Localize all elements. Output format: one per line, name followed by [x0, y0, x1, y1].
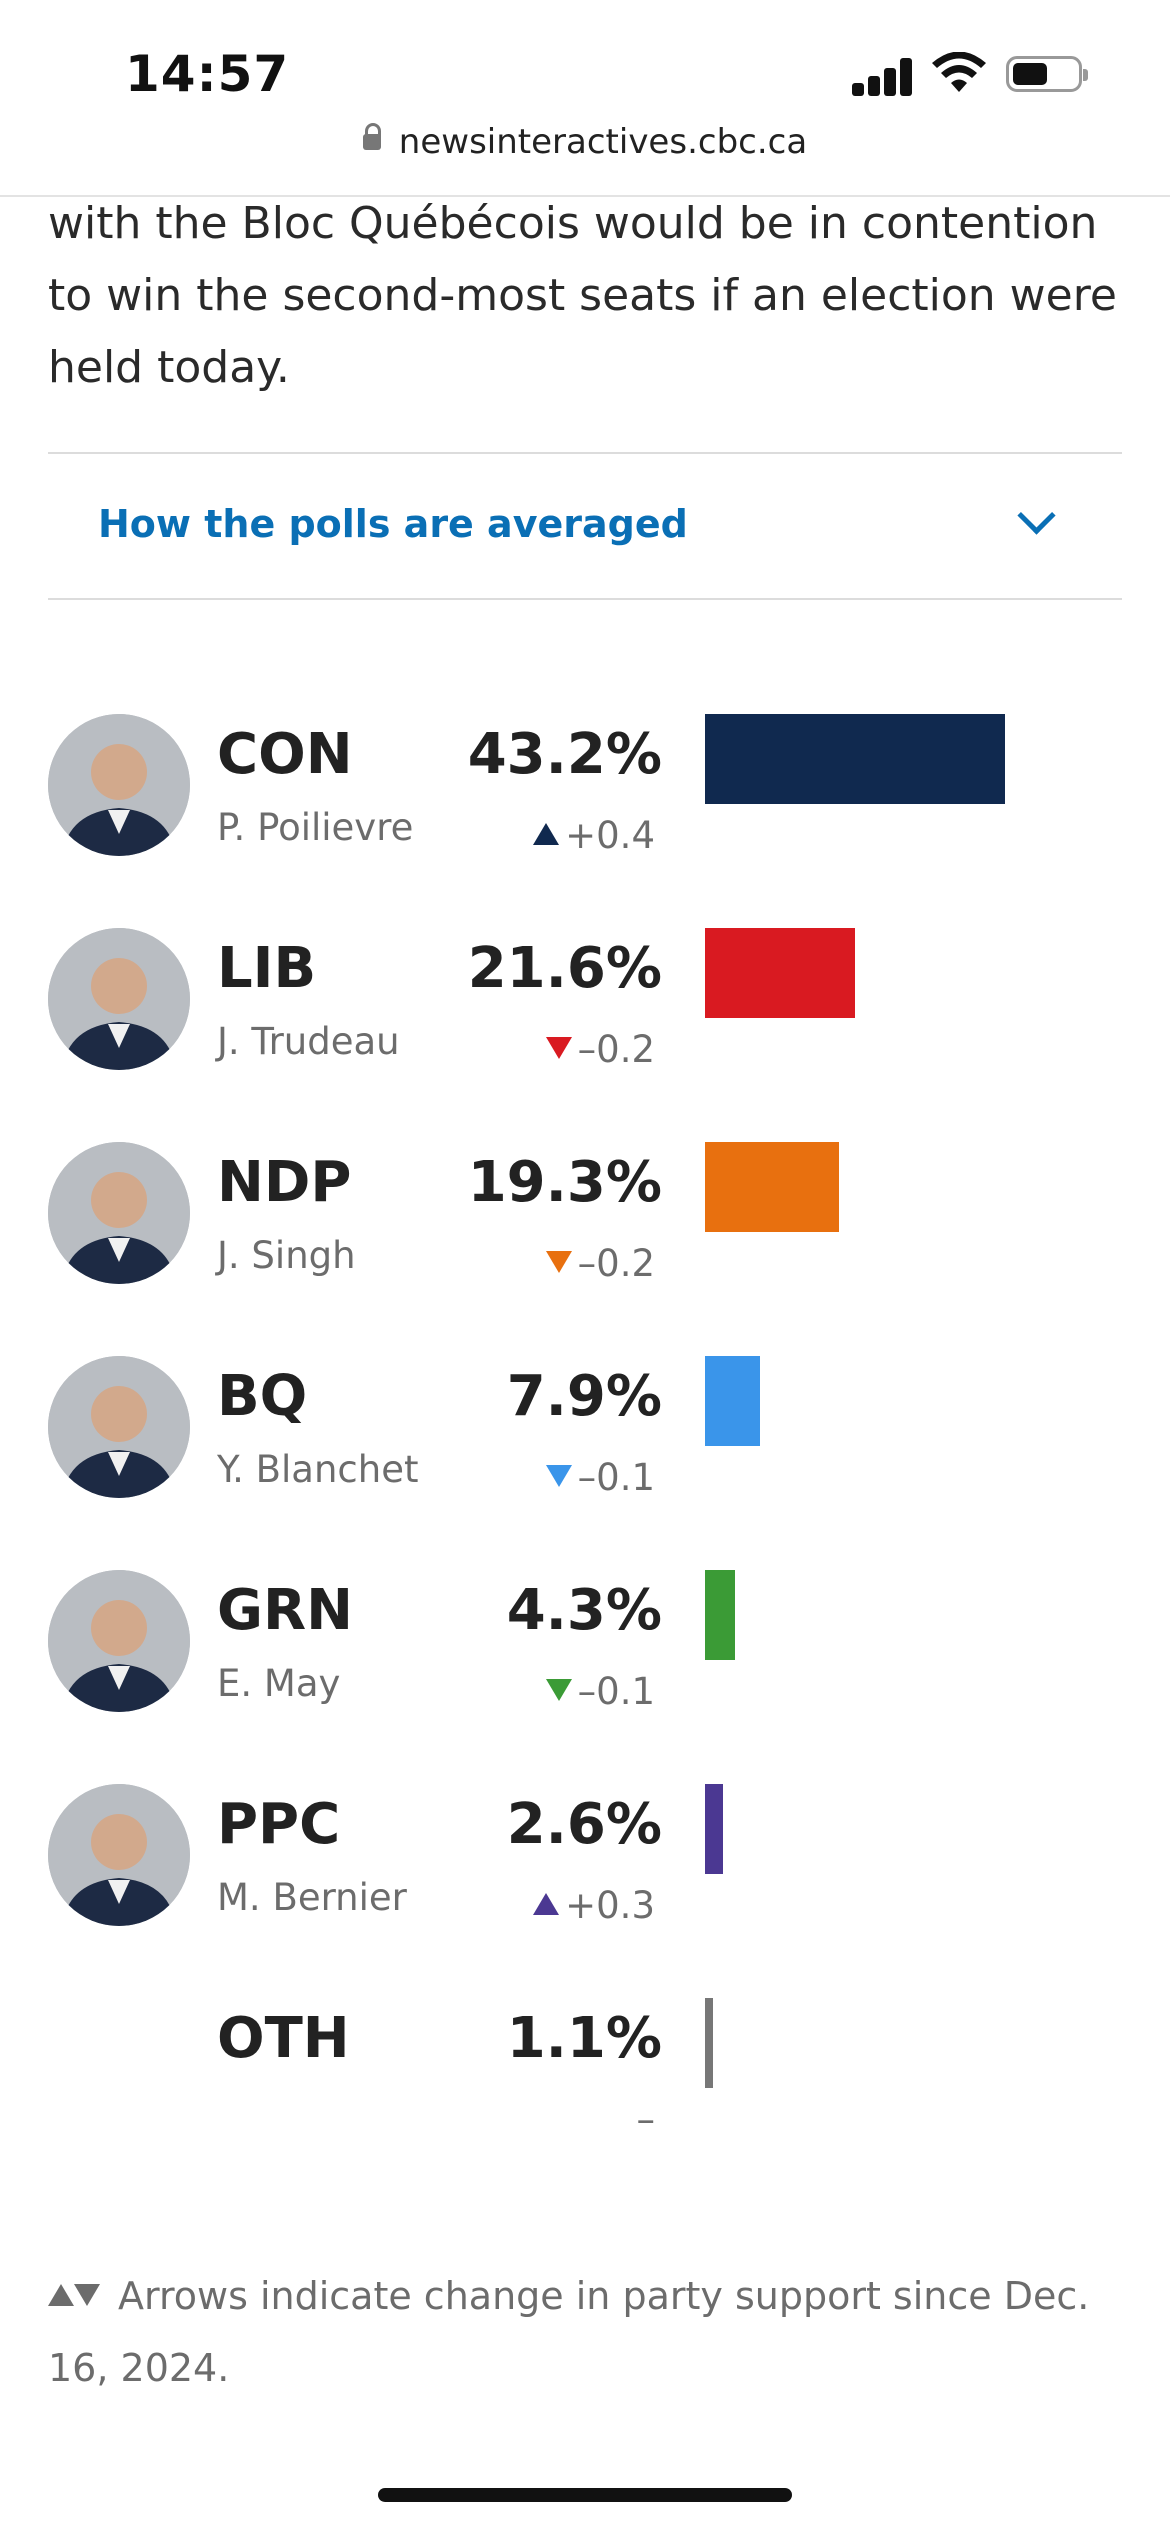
poll-row-con: CON P. Poilievre 43.2% +0.4: [0, 714, 1170, 914]
divider: [48, 598, 1122, 600]
leader-name: J. Trudeau: [217, 1020, 400, 1063]
poll-row-ndp: NDP J. Singh 19.3% –0.2: [0, 1142, 1170, 1342]
article-paragraph: with the Bloc Québécois would be in cont…: [48, 198, 1117, 393]
chevron-down-icon: [1017, 496, 1056, 535]
support-change: –0.2: [545, 1242, 655, 1285]
up-arrow-icon: [533, 822, 560, 845]
support-change-value: –0.1: [577, 1456, 655, 1499]
leader-name: E. May: [217, 1662, 341, 1705]
browser-status-bar: 14:57 newsinteractives.cbc.ca: [0, 0, 1170, 197]
support-change-value: –0.1: [577, 1670, 655, 1713]
up-arrow-icon: [533, 1892, 560, 1915]
divider: [48, 452, 1122, 454]
party-abbreviation: BQ: [217, 1364, 308, 1429]
home-indicator[interactable]: [378, 2488, 792, 2502]
support-bar: [705, 1142, 839, 1232]
portrait-trudeau-icon: [48, 928, 190, 1070]
support-change: +0.3: [533, 1884, 655, 1927]
support-bar: [705, 1998, 713, 2088]
support-bar: [705, 1356, 760, 1446]
support-change: +0.4: [533, 814, 655, 857]
down-arrow-icon: [74, 2283, 100, 2306]
support-change: –0.1: [545, 1670, 655, 1713]
support-percentage: 4.3%: [506, 1578, 662, 1643]
party-abbreviation: LIB: [217, 936, 317, 1001]
support-percentage: 21.6%: [467, 936, 662, 1001]
support-percentage: 43.2%: [467, 722, 662, 787]
party-abbreviation: CON: [217, 722, 353, 787]
poll-row-oth: OTH 1.1% –: [0, 1998, 1170, 2198]
portrait-poilievre-icon: [48, 714, 190, 856]
party-abbreviation: GRN: [217, 1578, 353, 1643]
url-text: newsinteractives.cbc.ca: [398, 122, 808, 162]
leader-name: J. Singh: [217, 1234, 356, 1277]
support-change-value: –0.2: [577, 1028, 655, 1071]
support-bar: [705, 1570, 735, 1660]
support-bar: [705, 928, 855, 1018]
support-bar: [705, 1784, 723, 1874]
party-abbreviation: OTH: [217, 2006, 350, 2071]
clock: 14:57: [125, 45, 290, 103]
support-change-value: +0.3: [565, 1884, 655, 1927]
support-percentage: 7.9%: [506, 1364, 662, 1429]
address-bar[interactable]: newsinteractives.cbc.ca: [0, 122, 1170, 162]
poll-row-lib: LIB J. Trudeau 21.6% –0.2: [0, 928, 1170, 1128]
portrait-may-icon: [48, 1570, 190, 1712]
party-abbreviation: PPC: [217, 1792, 341, 1857]
poll-row-grn: GRN E. May 4.3% –0.1: [0, 1570, 1170, 1770]
battery-icon: [1006, 56, 1088, 92]
support-percentage: 1.1%: [506, 2006, 662, 2071]
accordion-label: How the polls are averaged: [98, 502, 688, 546]
leader-name: Y. Blanchet: [217, 1448, 419, 1491]
support-bar: [705, 714, 1005, 804]
support-change-value: –: [636, 2098, 656, 2141]
portrait-bernier-icon: [48, 1784, 190, 1926]
support-change: –0.1: [545, 1456, 655, 1499]
polls-averaged-accordion[interactable]: How the polls are averaged: [48, 454, 1122, 598]
leader-name: M. Bernier: [217, 1876, 407, 1919]
poll-row-ppc: PPC M. Bernier 2.6% +0.3: [0, 1784, 1170, 1984]
support-percentage: 2.6%: [506, 1792, 662, 1857]
support-change: –0.2: [545, 1028, 655, 1071]
down-arrow-icon: [545, 1250, 572, 1273]
wifi-icon: [932, 52, 986, 92]
footnote-text: Arrows indicate change in party support …: [48, 2274, 1090, 2390]
party-abbreviation: NDP: [217, 1150, 352, 1215]
down-arrow-icon: [545, 1464, 572, 1487]
support-change-value: +0.4: [565, 814, 655, 857]
cellular-signal-icon: [852, 58, 914, 96]
portrait-singh-icon: [48, 1142, 190, 1284]
poll-row-bq: BQ Y. Blanchet 7.9% –0.1: [0, 1356, 1170, 1556]
support-change: –: [637, 2098, 656, 2141]
leader-name: P. Poilievre: [217, 806, 414, 849]
support-change-value: –0.2: [577, 1242, 655, 1285]
support-percentage: 19.3%: [467, 1150, 662, 1215]
up-arrow-icon: [48, 2283, 74, 2306]
portrait-blanchet-icon: [48, 1356, 190, 1498]
lock-icon: [362, 122, 381, 150]
down-arrow-icon: [545, 1036, 572, 1059]
down-arrow-icon: [545, 1678, 572, 1701]
footnote: Arrows indicate change in party support …: [48, 2260, 1128, 2404]
